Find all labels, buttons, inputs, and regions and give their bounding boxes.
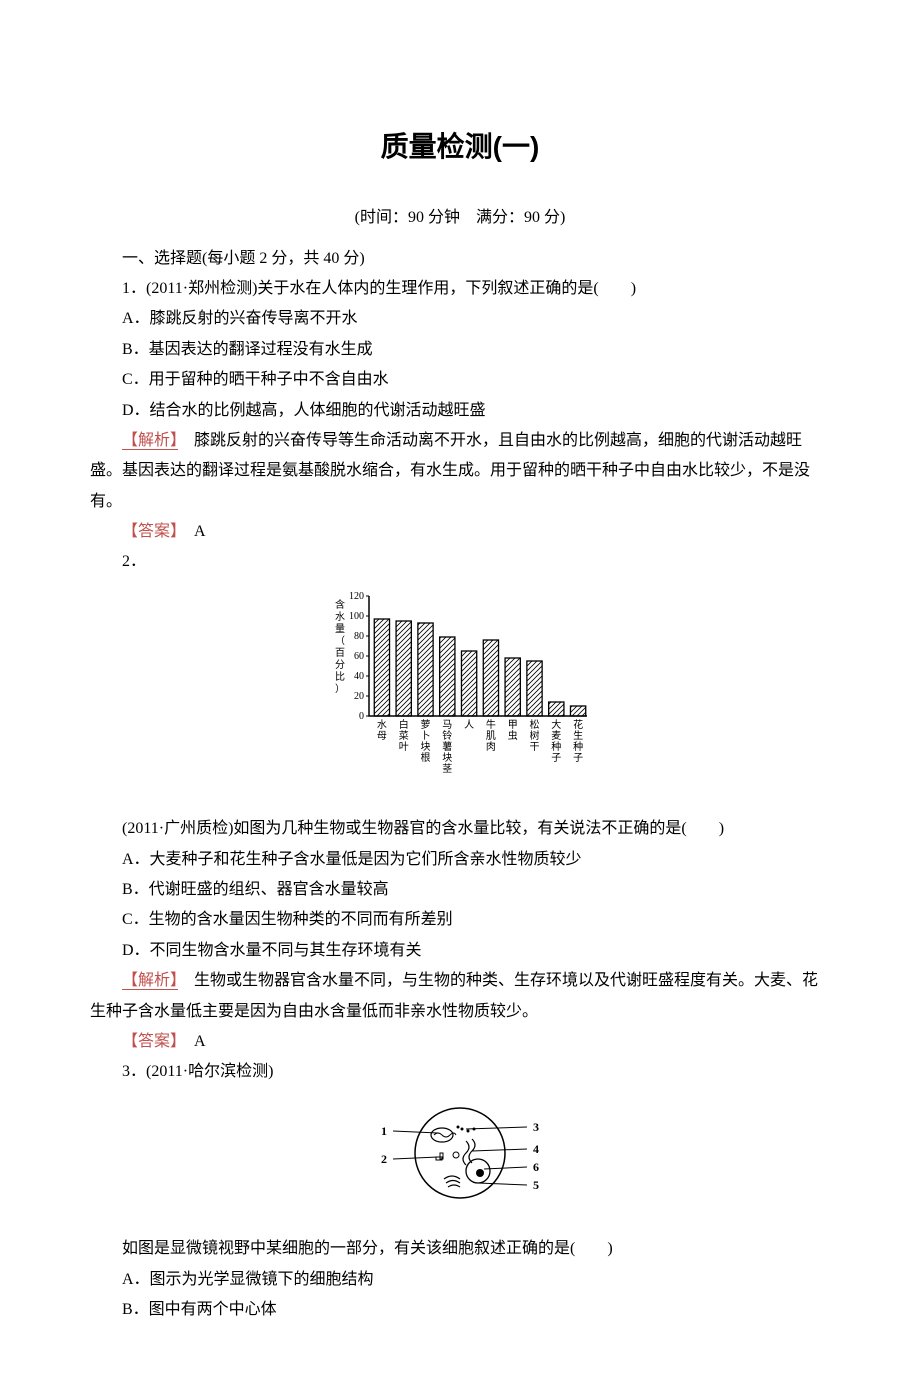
svg-text:20: 20 xyxy=(354,691,364,702)
q1-option-d: D．结合水的比例越高，人体细胞的代谢活动越旺盛 xyxy=(90,396,830,426)
svg-text:）: ） xyxy=(335,683,345,695)
svg-text:根: 根 xyxy=(421,751,431,764)
answer-label: 【答案】 xyxy=(122,523,178,540)
svg-text:铃: 铃 xyxy=(442,729,452,742)
exam-meta: (时间：90 分钟 满分：90 分) xyxy=(90,203,830,233)
q1-analysis: 【解析】 膝跳反射的兴奋传导等生命活动离不开水，且自由水的比例越高，细胞的代谢活… xyxy=(90,426,830,517)
q1-answer: 【答案】 A xyxy=(90,517,830,547)
svg-text:肌: 肌 xyxy=(486,730,496,742)
svg-text:牛: 牛 xyxy=(486,718,496,731)
svg-text:子: 子 xyxy=(573,752,583,764)
answer-label: 【答案】 xyxy=(122,1033,178,1050)
svg-text:比: 比 xyxy=(335,671,345,683)
q1-analysis-text: 膝跳反射的兴奋传导等生命活动离不开水，且自由水的比例越高，细胞的代谢活动越旺盛。… xyxy=(90,432,810,510)
q3-diagram: 1 2 3 4 5 6 xyxy=(90,1098,830,1219)
document-page: 质量检测(一) (时间：90 分钟 满分：90 分) 一、选择题(每小题 2 分… xyxy=(0,0,920,1385)
q1-stem: 1．(2011·郑州检测)关于水在人体内的生理作用，下列叙述正确的是( ) xyxy=(90,274,830,304)
q2-option-b: B．代谢旺盛的组织、器官含水量较高 xyxy=(90,875,830,905)
svg-text:干: 干 xyxy=(530,742,540,753)
svg-text:松: 松 xyxy=(530,718,540,731)
svg-text:薯: 薯 xyxy=(442,740,452,753)
svg-text:虫: 虫 xyxy=(508,730,518,742)
q3-number: 3．(2011·哈尔滨检测) xyxy=(90,1057,830,1087)
svg-text:种: 种 xyxy=(551,740,561,753)
section-heading: 一、选择题(每小题 2 分，共 40 分) xyxy=(90,244,830,274)
svg-text:母: 母 xyxy=(377,730,387,742)
svg-text:40: 40 xyxy=(354,671,364,682)
svg-text:花: 花 xyxy=(573,718,583,731)
analysis-label: 【解析】 xyxy=(122,972,178,990)
svg-text:人: 人 xyxy=(464,719,474,731)
svg-text:60: 60 xyxy=(354,651,364,662)
q1-option-a: A．膝跳反射的兴奋传导离不开水 xyxy=(90,304,830,334)
svg-text:百: 百 xyxy=(335,647,345,659)
svg-text:白: 白 xyxy=(399,718,409,731)
q3-option-b: B．图中有两个中心体 xyxy=(90,1295,830,1325)
q2-chart: 020406080100120含水量（百分比）水母白菜叶萝卜块根马铃薯块茎人牛肌… xyxy=(90,588,830,799)
svg-text:水: 水 xyxy=(377,719,387,731)
svg-text:甲: 甲 xyxy=(508,720,518,731)
q2-option-c: C．生物的含水量因生物种类的不同而有所差别 xyxy=(90,905,830,935)
q2-analysis-text: 生物或生物器官含水量不同，与生物的种类、生存环境以及代谢旺盛程度有关。大麦、花生… xyxy=(90,972,818,1019)
bar-chart-svg: 020406080100120含水量（百分比）水母白菜叶萝卜块根马铃薯块茎人牛肌… xyxy=(325,588,595,788)
svg-text:含: 含 xyxy=(335,598,345,611)
q2-number: 2． xyxy=(90,547,830,577)
svg-text:120: 120 xyxy=(349,591,364,602)
svg-text:5: 5 xyxy=(533,1178,539,1192)
q2-stem: (2011·广州质检)如图为几种生物或生物器官的含水量比较，有关说法不正确的是(… xyxy=(90,814,830,844)
svg-text:麦: 麦 xyxy=(551,730,561,742)
q3-stem: 如图是显微镜视野中某细胞的一部分，有关该细胞叙述正确的是( ) xyxy=(90,1234,830,1264)
svg-text:大: 大 xyxy=(551,718,561,731)
svg-text:生: 生 xyxy=(573,729,583,742)
svg-text:3: 3 xyxy=(533,1120,539,1134)
q2-analysis: 【解析】 生物或生物器官含水量不同，与生物的种类、生存环境以及代谢旺盛程度有关。… xyxy=(90,966,830,1027)
svg-text:菜: 菜 xyxy=(399,730,409,742)
q2-option-d: D．不同生物含水量不同与其生存环境有关 xyxy=(90,936,830,966)
q1-answer-value: A xyxy=(178,523,206,540)
svg-text:块: 块 xyxy=(421,741,431,753)
svg-text:分: 分 xyxy=(335,659,345,671)
svg-text:树: 树 xyxy=(530,729,540,742)
svg-text:叶: 叶 xyxy=(399,741,409,753)
svg-text:卜: 卜 xyxy=(421,730,431,742)
svg-text:量: 量 xyxy=(335,623,345,635)
page-title: 质量检测(一) xyxy=(90,120,830,173)
svg-text:4: 4 xyxy=(533,1142,539,1156)
svg-text:茎: 茎 xyxy=(442,763,452,775)
svg-text:子: 子 xyxy=(551,752,561,764)
svg-text:1: 1 xyxy=(381,1124,387,1138)
q2-answer: 【答案】 A xyxy=(90,1027,830,1057)
analysis-label: 【解析】 xyxy=(122,432,178,450)
svg-text:马: 马 xyxy=(442,719,452,731)
svg-text:100: 100 xyxy=(349,611,364,622)
q2-option-a: A．大麦种子和花生种子含水量低是因为它们所含亲水性物质较少 xyxy=(90,845,830,875)
svg-text:6: 6 xyxy=(533,1160,539,1174)
q3-option-a: A．图示为光学显微镜下的细胞结构 xyxy=(90,1265,830,1295)
q1-option-c: C．用于留种的晒干种子中不含自由水 xyxy=(90,365,830,395)
q2-answer-value: A xyxy=(178,1033,206,1050)
svg-text:肉: 肉 xyxy=(486,740,496,753)
svg-text:（: （ xyxy=(335,635,345,647)
svg-text:块: 块 xyxy=(442,752,452,764)
svg-text:种: 种 xyxy=(573,740,583,753)
svg-text:2: 2 xyxy=(381,1152,387,1166)
cell-diagram-svg: 1 2 3 4 5 6 xyxy=(355,1098,565,1208)
svg-text:水: 水 xyxy=(335,611,345,623)
svg-text:萝: 萝 xyxy=(421,719,431,731)
q1-option-b: B．基因表达的翻译过程没有水生成 xyxy=(90,335,830,365)
svg-text:0: 0 xyxy=(359,711,364,722)
svg-text:80: 80 xyxy=(354,631,364,642)
